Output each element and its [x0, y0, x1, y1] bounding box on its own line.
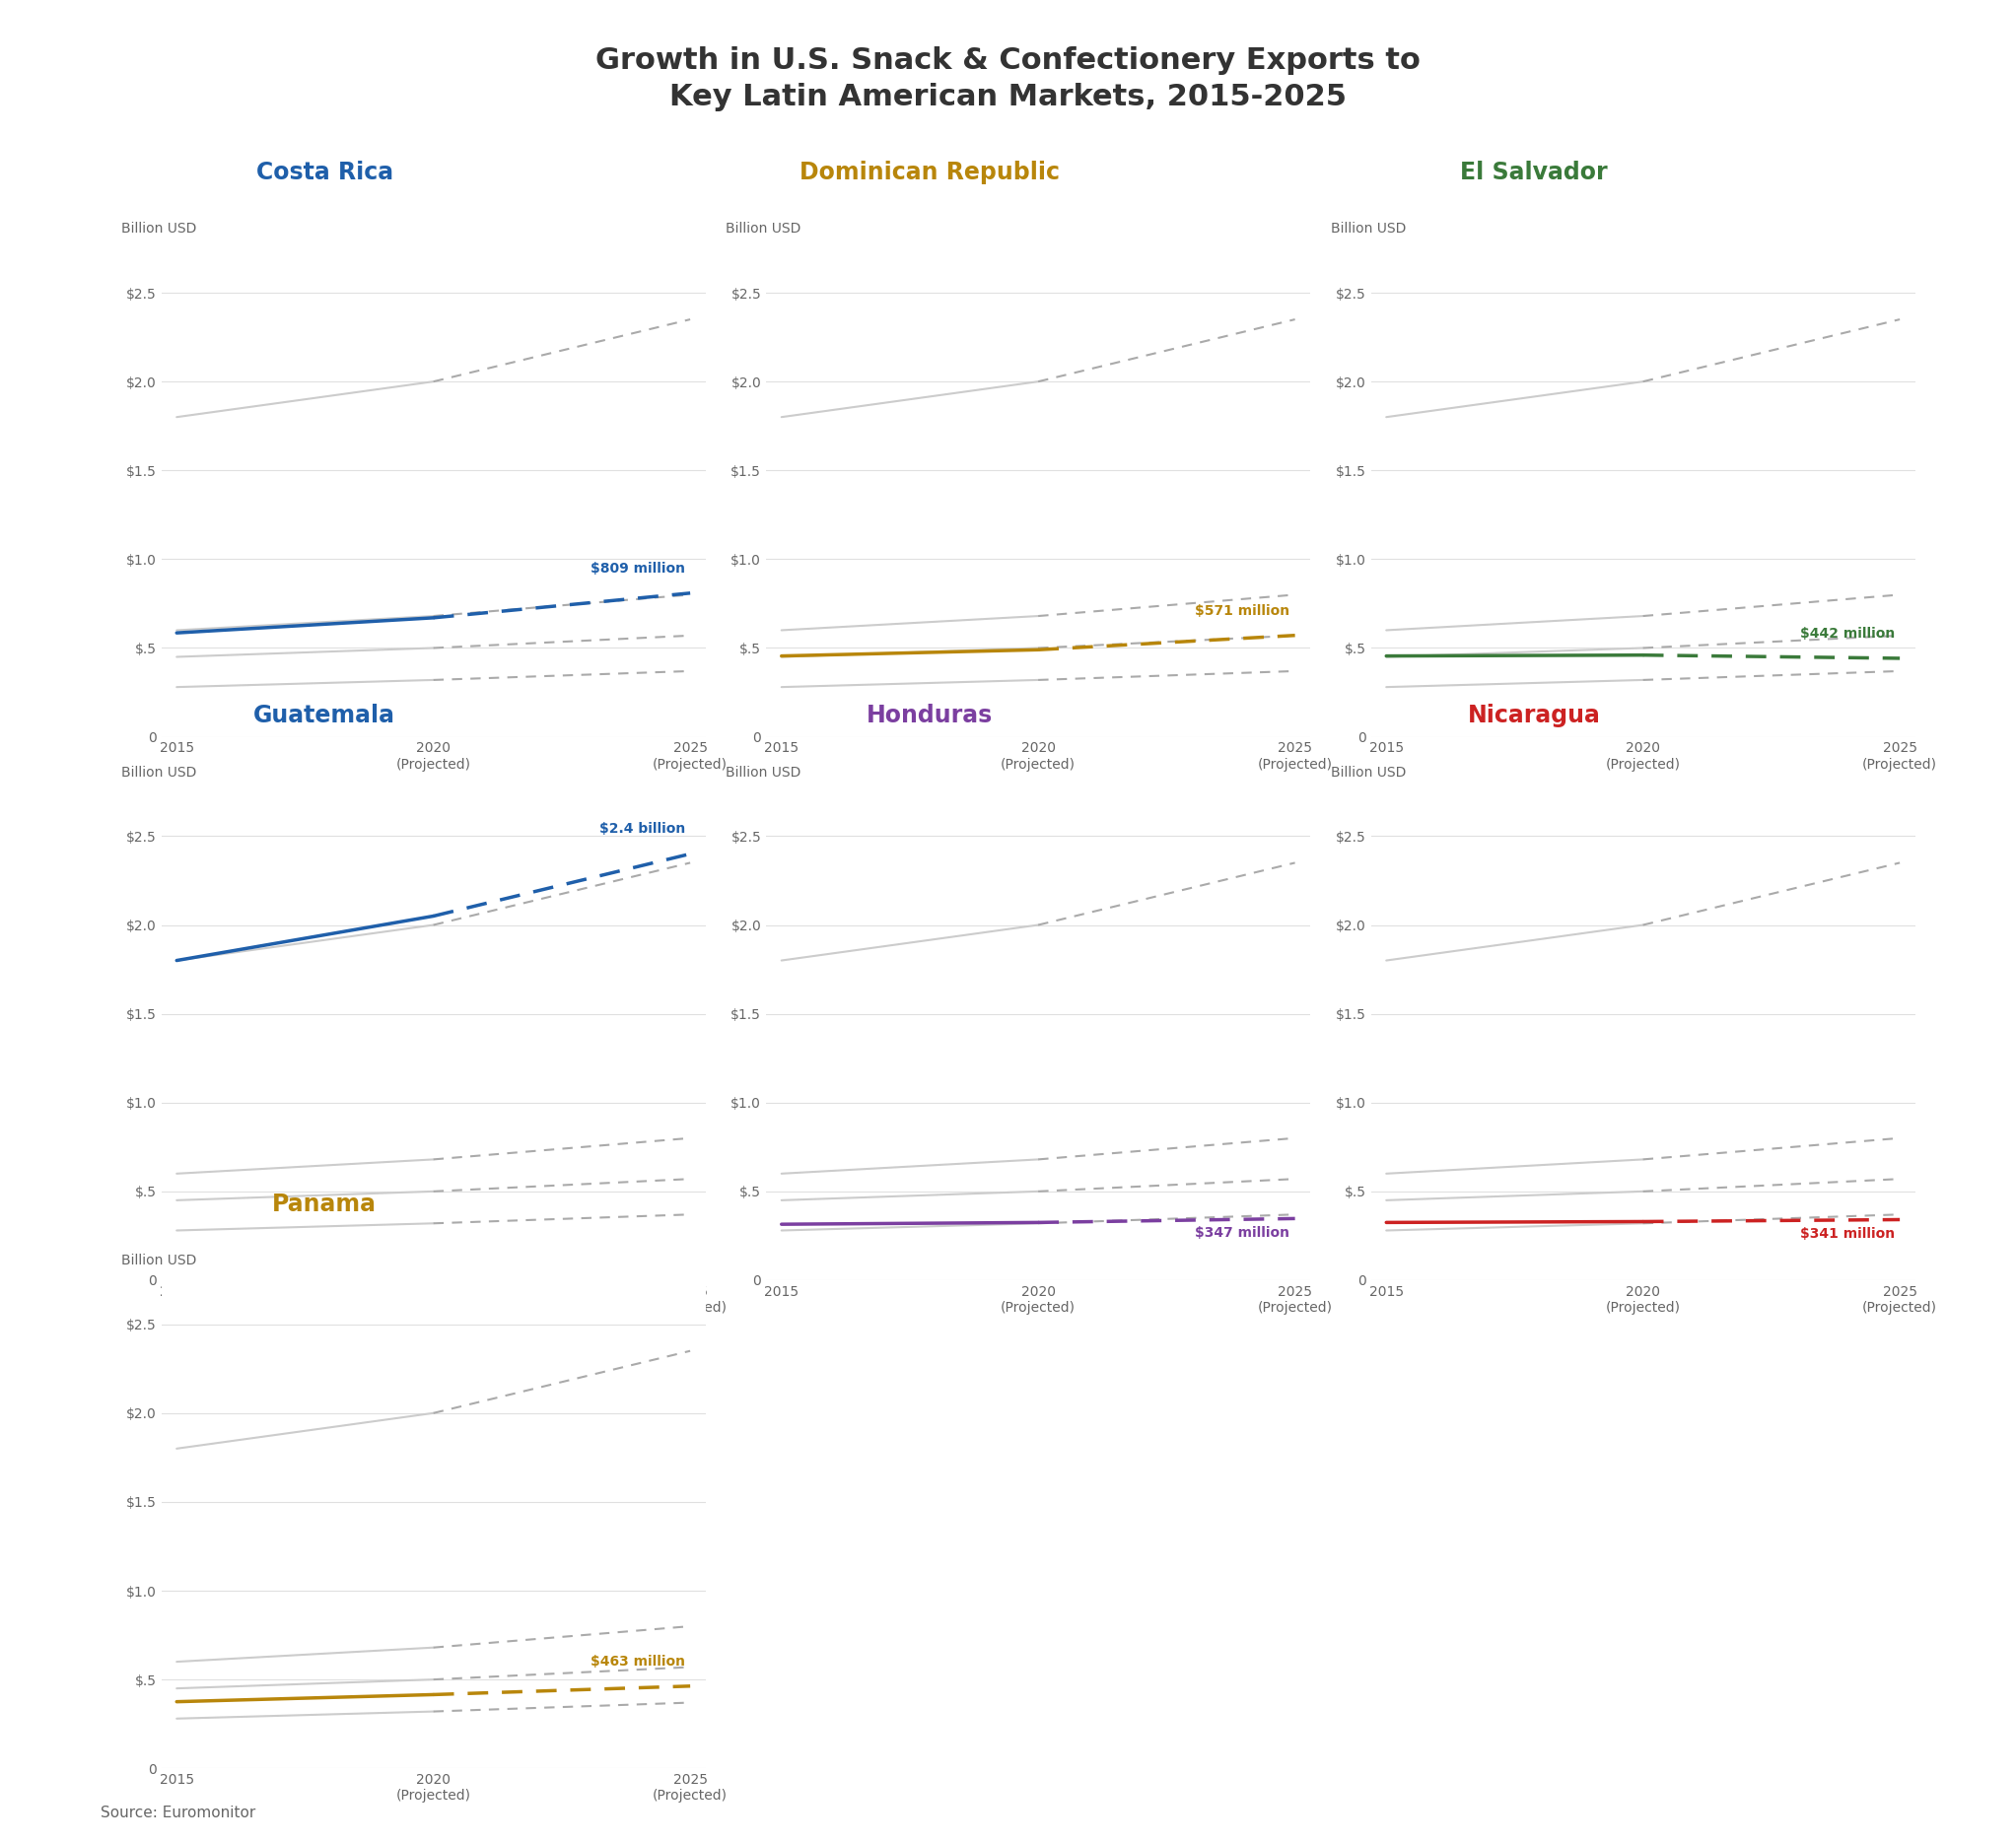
Text: Billion USD: Billion USD — [121, 766, 196, 779]
Text: Honduras: Honduras — [867, 704, 992, 728]
Text: Nicaragua: Nicaragua — [1468, 704, 1601, 728]
Text: Billion USD: Billion USD — [121, 223, 196, 236]
Text: Billion USD: Billion USD — [121, 1254, 196, 1267]
Text: $809 million: $809 million — [591, 562, 685, 575]
Text: Panama: Panama — [272, 1192, 377, 1216]
Text: $442 million: $442 million — [1800, 626, 1895, 641]
Text: Guatemala: Guatemala — [254, 704, 395, 728]
Text: Growth in U.S. Snack & Confectionery Exports to: Growth in U.S. Snack & Confectionery Exp… — [595, 46, 1421, 76]
Text: Billion USD: Billion USD — [726, 766, 800, 779]
Text: Key Latin American Markets, 2015-2025: Key Latin American Markets, 2015-2025 — [669, 83, 1347, 112]
Text: El Salvador: El Salvador — [1460, 160, 1609, 184]
Text: $341 million: $341 million — [1800, 1227, 1895, 1242]
Text: Source: Euromonitor: Source: Euromonitor — [101, 1805, 256, 1820]
Text: Billion USD: Billion USD — [1331, 766, 1405, 779]
Text: $463 million: $463 million — [591, 1654, 685, 1669]
Text: $2.4 billion: $2.4 billion — [599, 822, 685, 836]
Text: $571 million: $571 million — [1195, 604, 1290, 617]
Text: $347 million: $347 million — [1195, 1227, 1290, 1240]
Text: Billion USD: Billion USD — [1331, 223, 1405, 236]
Text: Costa Rica: Costa Rica — [256, 160, 393, 184]
Text: Dominican Republic: Dominican Republic — [798, 160, 1060, 184]
Text: Billion USD: Billion USD — [726, 223, 800, 236]
